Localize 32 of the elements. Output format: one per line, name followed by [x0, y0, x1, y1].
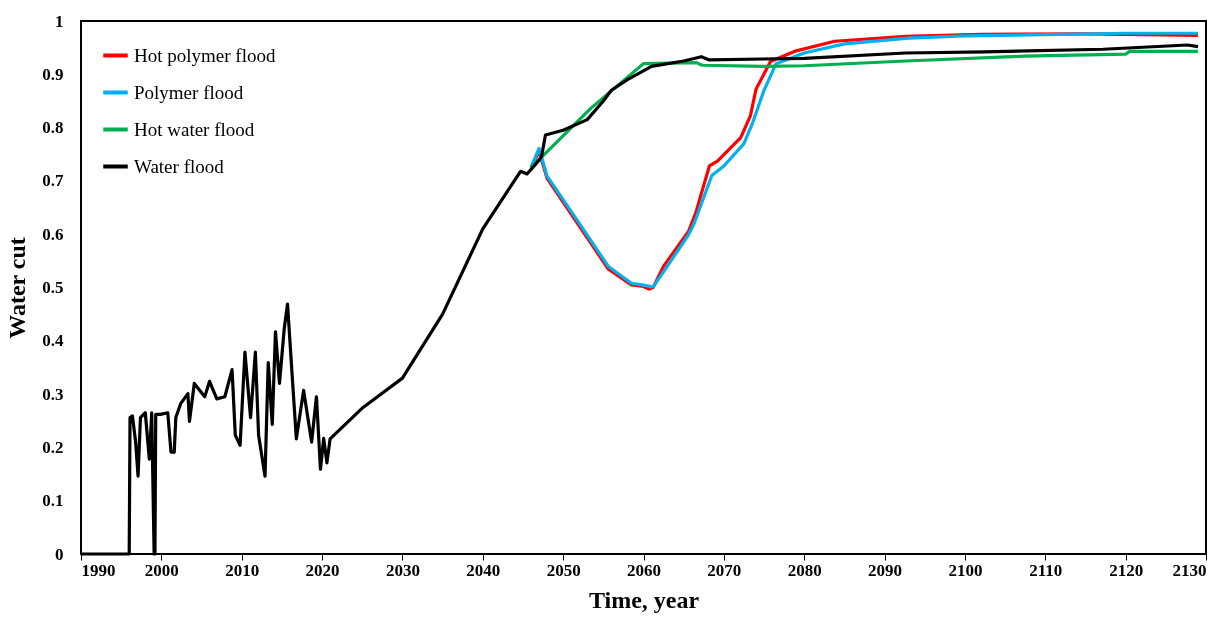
x-tick-label: 2050	[546, 560, 581, 580]
legend-label: Water flood	[134, 155, 225, 177]
x-tick-label: 2000	[144, 560, 179, 580]
x-tick-label: 2070	[707, 560, 742, 580]
y-tick-label: 1	[55, 11, 64, 31]
x-tick-label: 2090	[868, 560, 903, 580]
x-axis-title: Time, year	[588, 586, 700, 613]
y-tick-label: 0.3	[42, 384, 64, 404]
y-tick-label: 0.6	[42, 224, 64, 244]
x-tick-label: 2110	[1029, 560, 1063, 580]
x-tick-label: 2010	[225, 560, 260, 580]
x-tick-label: 2130	[1172, 560, 1207, 580]
x-tick-label: 2120	[1109, 560, 1144, 580]
x-tick-label: 2100	[948, 560, 983, 580]
y-tick-label: 0.7	[42, 171, 64, 191]
x-tick-label: 2020	[305, 560, 340, 580]
x-tick-label: 2060	[627, 560, 661, 580]
y-tick-label: 0.1	[42, 491, 64, 511]
y-tick-label: 0.5	[42, 278, 64, 297]
x-tick-label: 1990	[81, 560, 116, 580]
y-tick-label: 0.2	[42, 437, 64, 457]
x-tick-label: 2030	[385, 560, 420, 580]
x-tick-label: 2040	[466, 560, 501, 580]
y-tick-label: 0.8	[42, 118, 64, 138]
y-tick-label: 0.4	[42, 331, 64, 351]
y-axis-title: Water cut	[4, 237, 31, 339]
x-tick-label: 2080	[787, 560, 822, 580]
legend-label: Polymer flood	[134, 81, 244, 103]
legend-label: Hot polymer flood	[134, 44, 276, 66]
y-tick-label: 0	[55, 544, 64, 564]
legend-label: Hot water flood	[134, 118, 255, 140]
y-tick-label: 0.9	[42, 64, 64, 84]
